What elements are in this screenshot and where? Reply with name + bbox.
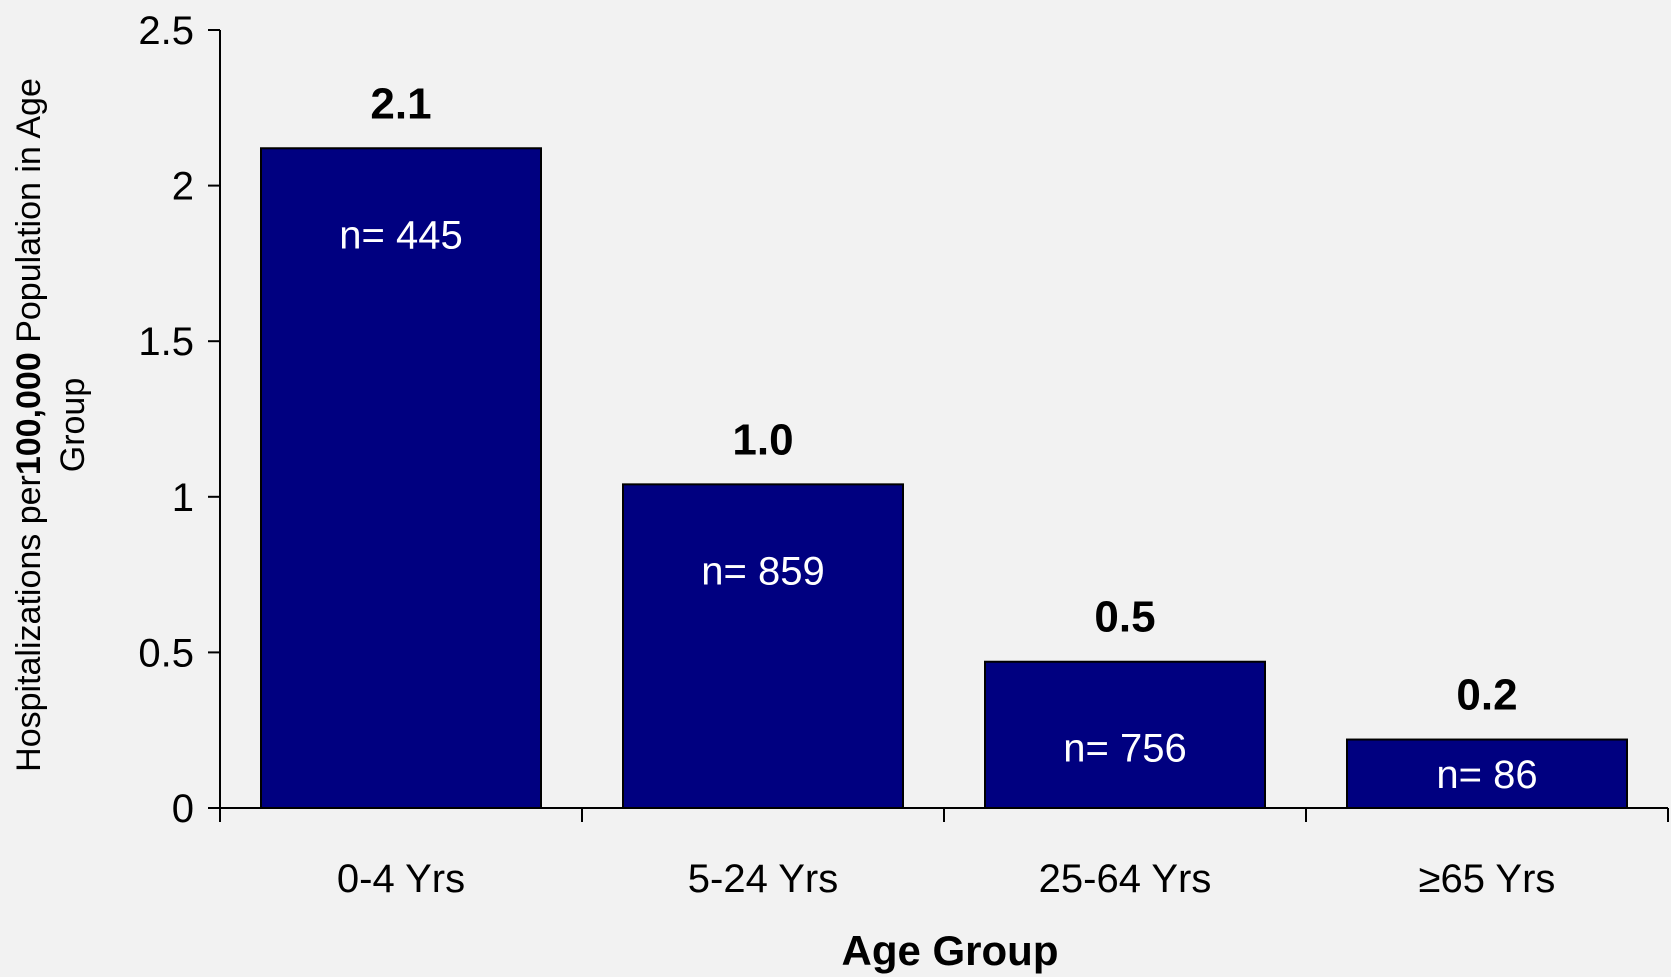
bar <box>260 147 542 810</box>
bar-labels: 2.1 n= 445 1.0 n= 859 0.5 n= 756 0.2 n= 86 <box>339 79 1537 797</box>
x-axis-title: Age Group <box>842 927 1059 974</box>
y-tick-label: 0.5 <box>138 631 194 675</box>
y-axis-title-line2: Group <box>54 378 92 473</box>
x-tick-label: 25-64 Yrs <box>1039 857 1212 901</box>
bar-n-label: n= 859 <box>701 549 824 593</box>
y-axis-title: Hospitalizations per100,000 Population i… <box>10 78 92 772</box>
x-axis: 0-4 Yrs 5-24 Yrs 25-64 Yrs ≥65 Yrs <box>219 807 1669 901</box>
y-tick-label: 1 <box>172 476 194 520</box>
y-tick-label: 0 <box>172 787 194 831</box>
bar-value-label: 2.1 <box>370 79 431 128</box>
bar-n-label: n= 756 <box>1063 727 1186 771</box>
y-axis: 0 0.5 1 1.5 2 2.5 <box>138 9 221 831</box>
y-tick-label: 2.5 <box>138 9 194 53</box>
svg-text:Hospitalizations per100,000 Po: Hospitalizations per100,000 Population i… <box>10 78 48 772</box>
bar <box>1346 738 1628 810</box>
bar-value-label: 0.2 <box>1456 671 1517 720</box>
x-tick-label: 0-4 Yrs <box>337 857 465 901</box>
bar-n-label: n= 445 <box>339 213 462 257</box>
x-tick-label: 5-24 Yrs <box>688 857 838 901</box>
x-tick-label: ≥65 Yrs <box>1419 857 1556 901</box>
bars <box>260 147 1628 810</box>
y-tick-label: 2 <box>172 165 194 209</box>
bar-value-label: 0.5 <box>1094 593 1155 642</box>
bar <box>984 660 1266 810</box>
bar-n-label: n= 86 <box>1436 753 1537 797</box>
bar-value-label: 1.0 <box>732 415 793 464</box>
y-axis-title-part3: Population in Age <box>10 78 48 352</box>
y-tick-label: 1.5 <box>138 320 194 364</box>
y-axis-title-part1: Hospitalizations per <box>10 475 48 772</box>
y-axis-title-part2: 100,000 <box>10 352 48 475</box>
bar <box>622 483 904 809</box>
